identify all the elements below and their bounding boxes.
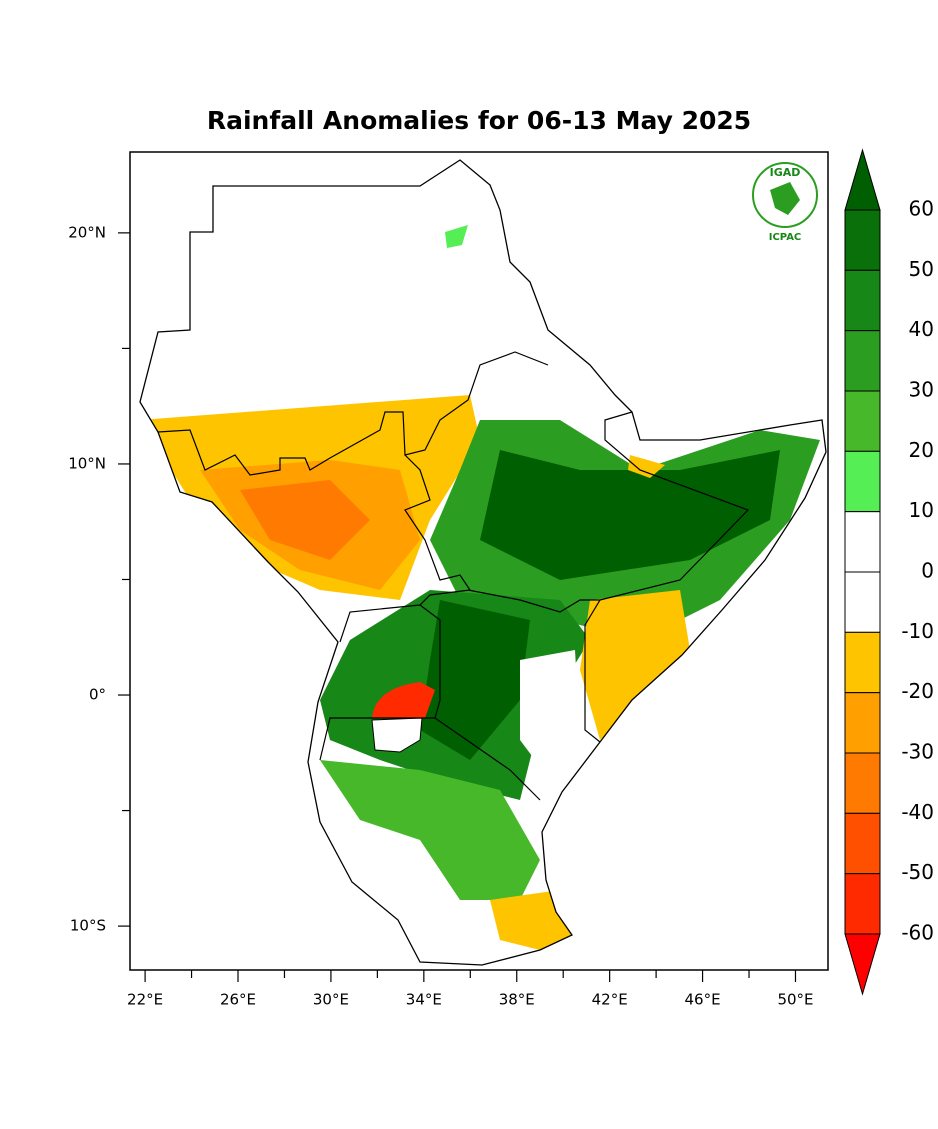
colorbar-bin [844, 330, 881, 392]
lon-tick-label: 22°E [127, 991, 163, 1009]
colorbar-label: 60 [909, 197, 934, 221]
colorbar-bin [844, 450, 881, 513]
lon-tick-label: 38°E [499, 991, 535, 1009]
colorbar-bin [844, 752, 881, 814]
lon-tick-label: 46°E [685, 991, 721, 1009]
lat-tick-label: 10°S [70, 917, 106, 935]
colorbar-label: 0 [921, 559, 934, 583]
borders [157, 351, 750, 801]
colorbar-bin [844, 511, 881, 573]
colorbar-label: -20 [901, 679, 934, 703]
colorbar-label: 30 [909, 378, 934, 402]
colorbar-label: 50 [909, 257, 934, 281]
lon-tick-label: 34°E [406, 991, 442, 1009]
colorbar-label: -40 [901, 800, 934, 824]
colorbar-label: -10 [901, 619, 934, 643]
logo-top: IGAD [770, 166, 801, 179]
anomaly-field [140, 395, 820, 950]
logo-bottom: ICPAC [769, 232, 802, 243]
colorbar-bin [844, 631, 881, 694]
lat-tick-label: 0° [89, 686, 106, 704]
colorbar-label: 20 [909, 438, 934, 462]
colorbar-label: 10 [909, 498, 934, 522]
map-title: Rainfall Anomalies for 06-13 May 2025 [207, 106, 751, 135]
anomaly-patch [445, 225, 468, 248]
colorbar-bin [844, 692, 881, 754]
colorbar-max-triangle [844, 148, 881, 211]
lat-tick-label: 20°N [68, 223, 106, 241]
lon-tick-label: 42°E [592, 991, 628, 1009]
colorbar-bin [844, 209, 881, 271]
lat-tick-label: 10°N [68, 454, 106, 472]
colorbar-bin [844, 812, 881, 875]
colorbar-label: -60 [901, 921, 934, 945]
lon-tick-label: 26°E [220, 991, 256, 1009]
colorbar-label: -30 [901, 740, 934, 764]
colorbar-label: 40 [909, 317, 934, 341]
lake-edge [372, 682, 435, 718]
logo-map [770, 182, 800, 215]
colorbar-bin [844, 390, 881, 452]
logo: IGAD ICPAC [752, 162, 818, 243]
colorbar-bin [844, 571, 881, 633]
colorbar-min-triangle [844, 933, 881, 996]
lon-tick-label: 30°E [313, 991, 349, 1009]
colorbar-label: -50 [901, 860, 934, 884]
colorbar-bin [844, 269, 881, 332]
colorbar-bin [844, 873, 881, 935]
lon-tick-label: 50°E [777, 991, 813, 1009]
